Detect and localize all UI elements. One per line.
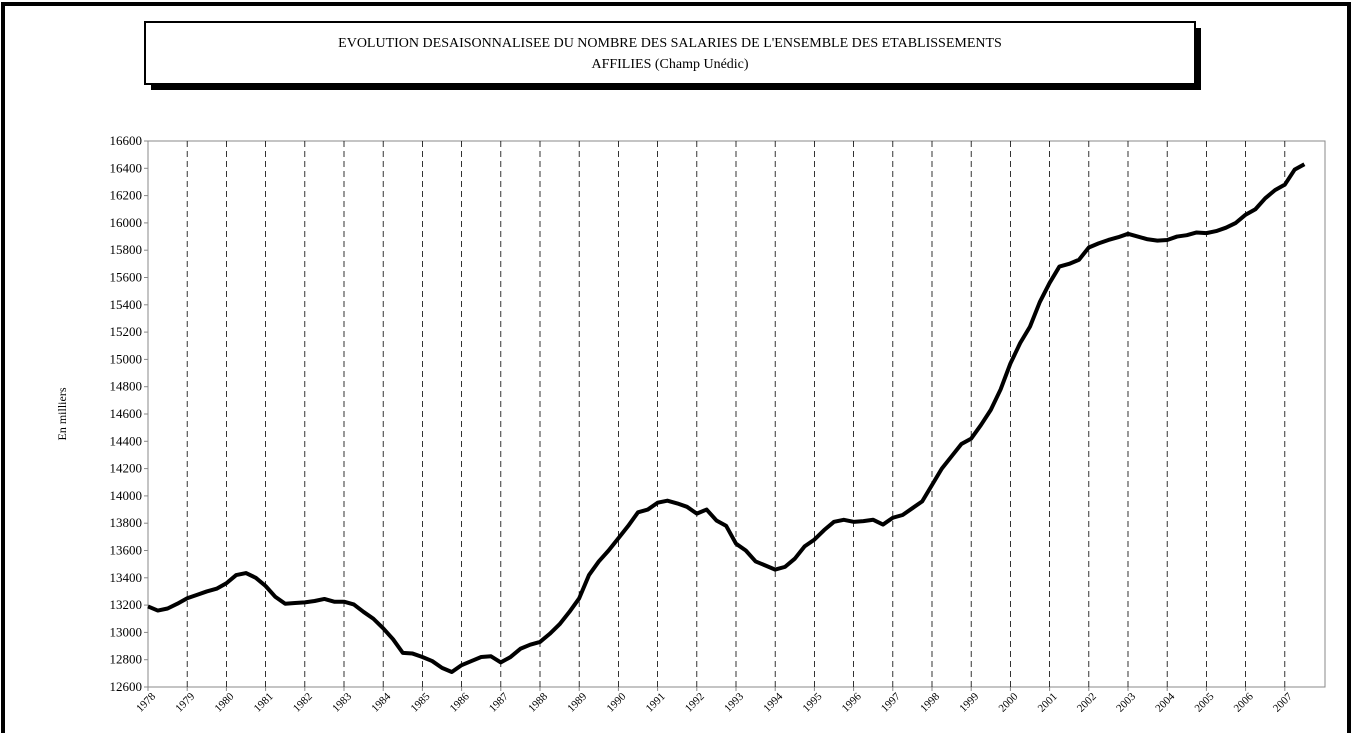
x-tick-label: 2006 [1232, 690, 1256, 714]
x-tick-label: 1981 [252, 691, 276, 715]
x-tick-label: 1979 [173, 690, 197, 714]
plot-area [147, 140, 1326, 688]
chart-title: EVOLUTION DESAISONNALISEE DU NOMBRE DES … [338, 36, 1002, 51]
y-tick-label: 13400 [110, 570, 143, 585]
x-tick-label: 1992 [683, 691, 707, 715]
y-tick-label: 14200 [110, 461, 143, 476]
y-tick-label: 14400 [110, 433, 143, 448]
x-tick-label: 2002 [1075, 691, 1099, 715]
x-tick-label: 1993 [722, 690, 746, 714]
y-tick-label: 13200 [110, 597, 143, 612]
y-tick-label: 15400 [110, 297, 143, 312]
x-tick-label: 1986 [448, 690, 472, 714]
x-tick-label: 1998 [918, 690, 942, 714]
title-box [144, 21, 1196, 85]
y-tick-label: 15600 [110, 270, 143, 285]
x-tick-label: 1985 [408, 690, 432, 714]
y-tick-label: 12800 [110, 652, 143, 667]
y-axis-label: En milliers [55, 387, 69, 440]
x-tick-label: 2003 [1114, 690, 1138, 714]
x-tick-label: 1987 [487, 690, 511, 714]
x-tick-label: 1989 [565, 690, 589, 714]
x-tick-label: 1982 [291, 691, 315, 715]
x-tick-label: 1994 [761, 690, 785, 714]
x-tick-label: 2007 [1271, 690, 1295, 714]
data-line [147, 162, 1306, 674]
y-tick-label: 15200 [110, 324, 143, 339]
y-tick-label: 14600 [110, 406, 143, 421]
x-tick-label: 1984 [369, 690, 393, 714]
y-tick-label: 16600 [110, 133, 143, 148]
y-tick-label: 16400 [110, 160, 143, 175]
y-tick-label: 13600 [110, 543, 143, 558]
y-tick-label: 13800 [110, 515, 143, 530]
y-tick-label: 16000 [110, 215, 143, 230]
x-tick-label: 2001 [1036, 691, 1060, 715]
y-tick-label: 15800 [110, 242, 143, 257]
x-tick-label: 1991 [644, 691, 668, 715]
chart-subtitle: AFFILIES (Champ Unédic) [591, 57, 748, 72]
x-tick-label: 1995 [800, 690, 824, 714]
y-tick-label: 12600 [110, 679, 143, 694]
y-tick-label: 14000 [110, 488, 143, 503]
x-tick-label: 2005 [1192, 690, 1216, 714]
y-tick-label: 13000 [110, 624, 143, 639]
y-tick-label: 15000 [110, 351, 143, 366]
x-tick-label: 1999 [957, 690, 981, 714]
x-tick-label: 2000 [996, 690, 1020, 714]
x-tick-label: 1990 [604, 690, 628, 714]
x-tick-label: 1997 [879, 690, 903, 714]
y-tick-label: 16200 [110, 188, 143, 203]
x-tick-label: 1983 [330, 690, 354, 714]
x-tick-label: 1996 [840, 690, 864, 714]
x-tick-label: 1980 [212, 690, 236, 714]
y-tick-label: 14800 [110, 379, 143, 394]
x-tick-label: 2004 [1153, 690, 1177, 714]
x-tick-label: 1988 [526, 690, 550, 714]
